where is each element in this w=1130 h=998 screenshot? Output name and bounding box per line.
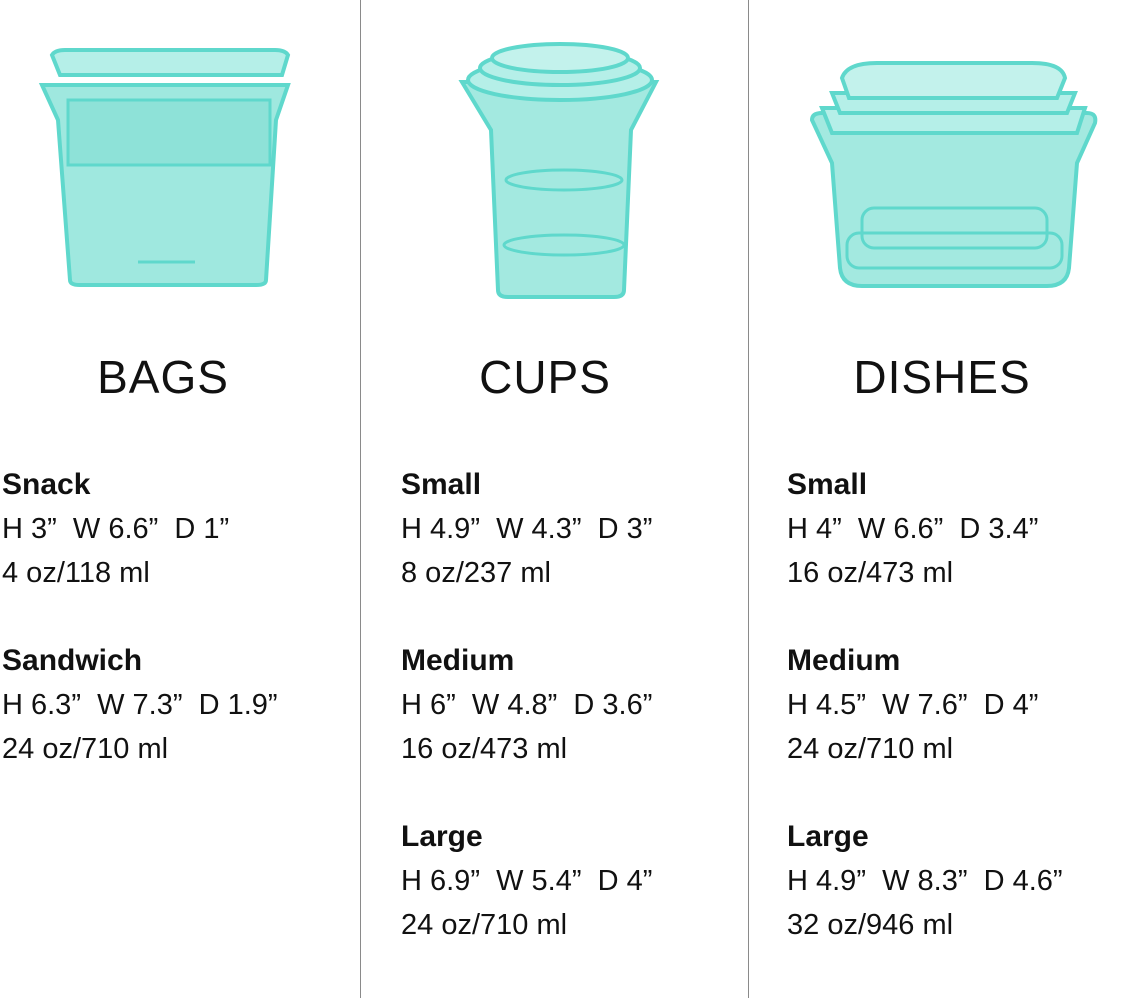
size-spec: Medium H 4.5” W 7.6” D 4” 24 oz/710 ml bbox=[787, 639, 1038, 771]
dishes-image bbox=[809, 61, 1098, 288]
size-volume: 4 oz/118 ml bbox=[2, 557, 150, 589]
size-volume: 8 oz/237 ml bbox=[401, 557, 551, 589]
size-spec: Small H 4.9” W 4.3” D 3” 8 oz/237 ml bbox=[401, 463, 652, 595]
size-name: Snack bbox=[2, 468, 91, 501]
size-spec: Large H 6.9” W 5.4” D 4” 24 oz/710 ml bbox=[401, 815, 652, 947]
bags-image bbox=[38, 48, 291, 287]
size-spec: Small H 4” W 6.6” D 3.4” 16 oz/473 ml bbox=[787, 463, 1038, 595]
size-volume: 16 oz/473 ml bbox=[787, 557, 954, 589]
size-volume: 24 oz/710 ml bbox=[787, 733, 954, 765]
category-title: DISHES bbox=[853, 351, 1031, 403]
size-name: Large bbox=[787, 820, 869, 853]
column-cups: CUPS Small H 4.9” W 4.3” D 3” 8 oz/237 m… bbox=[361, 0, 748, 998]
size-dimensions: H 6.3” W 7.3” D 1.9” bbox=[2, 689, 278, 721]
size-volume: 32 oz/946 ml bbox=[787, 909, 954, 941]
size-dimensions: H 6” W 4.8” D 3.6” bbox=[401, 689, 653, 721]
size-dimensions: H 6.9” W 5.4” D 4” bbox=[401, 865, 653, 897]
size-volume: 24 oz/710 ml bbox=[2, 733, 169, 765]
size-name: Sandwich bbox=[2, 644, 143, 677]
category-title: BAGS bbox=[97, 351, 229, 403]
cups-image bbox=[458, 42, 660, 299]
size-name: Small bbox=[787, 468, 868, 501]
size-dimensions: H 4” W 6.6” D 3.4” bbox=[787, 513, 1039, 545]
column-dishes: DISHES Small H 4” W 6.6” D 3.4” 16 oz/47… bbox=[749, 0, 1130, 998]
column-bags: BAGS Snack H 3” W 6.6” D 1” 4 oz/118 ml … bbox=[0, 0, 360, 998]
size-dimensions: H 4.5” W 7.6” D 4” bbox=[787, 689, 1039, 721]
size-dimensions: H 4.9” W 4.3” D 3” bbox=[401, 513, 653, 545]
size-spec: Medium H 6” W 4.8” D 3.6” 16 oz/473 ml bbox=[401, 639, 652, 771]
size-name: Medium bbox=[787, 644, 901, 677]
size-spec: Snack H 3” W 6.6” D 1” 4 oz/118 ml bbox=[2, 463, 229, 595]
size-volume: 24 oz/710 ml bbox=[401, 909, 568, 941]
size-volume: 16 oz/473 ml bbox=[401, 733, 568, 765]
size-name: Small bbox=[401, 468, 482, 501]
category-title: CUPS bbox=[479, 351, 611, 403]
size-spec: Large H 4.9” W 8.3” D 4.6” 32 oz/946 ml bbox=[787, 815, 1063, 947]
size-name: Medium bbox=[401, 644, 515, 677]
size-dimensions: H 3” W 6.6” D 1” bbox=[2, 513, 230, 545]
column-divider bbox=[748, 0, 749, 998]
column-divider bbox=[360, 0, 361, 998]
size-spec: Sandwich H 6.3” W 7.3” D 1.9” 24 oz/710 … bbox=[2, 639, 278, 771]
size-dimensions: H 4.9” W 8.3” D 4.6” bbox=[787, 865, 1063, 897]
size-name: Large bbox=[401, 820, 483, 853]
